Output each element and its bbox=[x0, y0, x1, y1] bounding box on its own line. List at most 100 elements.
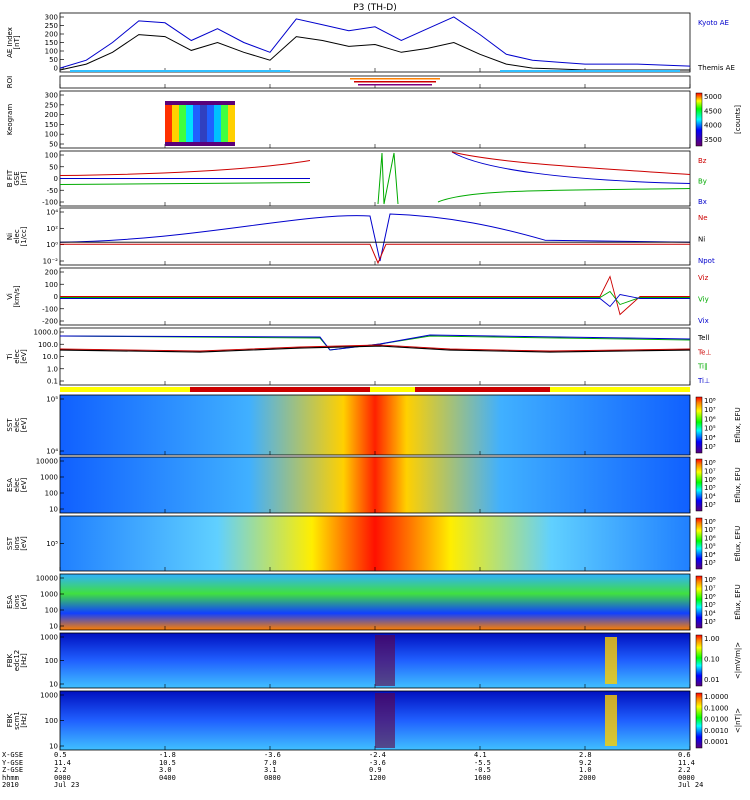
ylabel-bfit: B FIT bbox=[6, 169, 14, 187]
ytick-bfit: -100 bbox=[42, 199, 58, 207]
ylabel-ni: elec bbox=[13, 229, 21, 244]
legend-bfit: By bbox=[698, 178, 707, 186]
ytick-ni: 10² bbox=[46, 225, 58, 233]
colorbar-tick-fbk_b: 0.0001 bbox=[704, 738, 729, 746]
legend-ni: Npot bbox=[698, 257, 715, 265]
colorbar-label-keogram: [counts] bbox=[734, 105, 742, 134]
ephemeris-value: 0.5 bbox=[54, 751, 67, 759]
ephemeris-column: -2.4 -3.6 0.9 1200 bbox=[369, 751, 386, 782]
colorbar-tick-esa_i: 10⁷ bbox=[704, 584, 716, 592]
panel-roi: ROI bbox=[6, 75, 691, 89]
status-bar-segment bbox=[190, 387, 370, 392]
ytick-keogram: 250 bbox=[45, 101, 58, 109]
colorbar-tick-esa_i: 10⁸ bbox=[704, 576, 716, 584]
ylabel-roi: ROI bbox=[6, 76, 14, 88]
ephemeris-value: 3.1 bbox=[264, 766, 277, 775]
ytick-sst_i: 10⁵ bbox=[46, 540, 58, 548]
colorbar-tick-sst_e: 10⁶ bbox=[704, 415, 716, 423]
ytick-ni: 10⁰ bbox=[46, 241, 58, 249]
ephemeris-value: 2.2 bbox=[54, 766, 67, 775]
ylabel-sst_e: SST bbox=[6, 418, 14, 432]
ephemeris-value: -3.6 bbox=[264, 751, 281, 759]
ephemeris-row-label: Y-GSE bbox=[2, 758, 24, 767]
ytick-ae: 0 bbox=[54, 65, 58, 73]
bfit-line bbox=[377, 152, 399, 205]
ytick-vi: 100 bbox=[45, 281, 58, 289]
keogram-image bbox=[165, 101, 235, 146]
ytick-keogram: 100 bbox=[45, 131, 58, 139]
ytick-keogram: 300 bbox=[45, 92, 58, 100]
legend-ti: Ti∥ bbox=[697, 363, 708, 371]
colorbar-tick-keogram: 4500 bbox=[704, 107, 722, 115]
ylabel-bfit: [nT] bbox=[20, 171, 28, 185]
ylabel-esa_e: [eV] bbox=[20, 477, 28, 492]
legend-ni: Ne bbox=[698, 214, 708, 222]
colorbar-tick-esa_i: 10³ bbox=[704, 618, 716, 626]
colorbar-tick-sst_i: 10⁴ bbox=[704, 551, 716, 559]
legend-ti: Te⊥ bbox=[697, 348, 712, 356]
vi-line bbox=[60, 294, 690, 308]
ytick-sst_e: 10⁴ bbox=[46, 448, 58, 456]
ytick-ae: 250 bbox=[45, 22, 58, 30]
ytick-fbk_b: 1000 bbox=[40, 692, 58, 700]
legend-vi: Viy bbox=[698, 296, 709, 304]
ytick-esa_i: 10 bbox=[49, 623, 58, 631]
ephemeris-value: 0000 bbox=[678, 773, 695, 782]
ytick-bfit: -50 bbox=[47, 187, 58, 195]
ytick-ti: 1000.0 bbox=[34, 329, 59, 337]
legend-ae: Themis AE bbox=[697, 64, 735, 72]
legend-vi: Vix bbox=[698, 317, 709, 325]
ephemeris-row-label: hhmm bbox=[2, 773, 19, 782]
colorbar-label-fbk_e: <|mV/m|> bbox=[734, 642, 742, 679]
ephemeris-value: -1.8 bbox=[159, 751, 176, 759]
colorbar-tick-keogram: 3500 bbox=[704, 136, 722, 144]
ytick-ti: 1.0 bbox=[47, 365, 58, 373]
ytick-ae: 300 bbox=[45, 14, 58, 22]
ytick-ae: 100 bbox=[45, 48, 58, 56]
ytick-fbk_b: 100 bbox=[45, 717, 58, 725]
colorbar-tick-sst_i: 10⁷ bbox=[704, 526, 716, 534]
ytick-ti: 0.1 bbox=[47, 378, 58, 386]
roi-bar bbox=[354, 81, 436, 83]
ytick-esa_e: 1000 bbox=[40, 474, 58, 482]
colorbar-sst_e bbox=[695, 396, 703, 454]
ytick-vi: 0 bbox=[54, 293, 58, 301]
fbk-feature bbox=[605, 695, 617, 746]
panel-fbk_b: FBK scm1 [Hz] 1000 100 10 1.0000 0.1000 0.0100 0.… bbox=[6, 690, 742, 751]
ytick-keogram: 150 bbox=[45, 121, 58, 129]
legend-ti: Ti⊥ bbox=[697, 377, 710, 385]
ylabel-fbk_e: FBK bbox=[6, 653, 14, 667]
ylabel-esa_i: ions bbox=[13, 594, 21, 609]
vi-line bbox=[60, 290, 690, 306]
ephemeris-value: 2.8 bbox=[579, 751, 592, 759]
colorbar-keogram bbox=[695, 92, 703, 147]
legend-ae: Kyoto AE bbox=[698, 19, 729, 27]
colorbar-tick-esa_i: 10⁶ bbox=[704, 593, 716, 601]
ephemeris-value: Jul 24 bbox=[678, 781, 704, 790]
ephemeris-value: 3.0 bbox=[159, 766, 172, 775]
roi-bar bbox=[350, 78, 440, 80]
ephemeris-value: -5.5 bbox=[474, 758, 491, 767]
colorbar-sst_i bbox=[695, 517, 703, 570]
fbk-feature bbox=[375, 635, 395, 686]
ytick-ni: 10⁴ bbox=[46, 209, 58, 217]
colorbar-label-sst_i: Eflux, EFU bbox=[734, 526, 742, 561]
ephemeris-column: 4.1 -5.5 -0.5 1600 bbox=[474, 751, 491, 782]
ylabel-fbk_e: edc12 bbox=[13, 650, 21, 672]
ytick-keogram: 50 bbox=[49, 141, 58, 149]
ephemeris-value: 7.0 bbox=[264, 758, 277, 767]
ytick-esa_e: 10 bbox=[49, 506, 58, 514]
ephemeris-value: 11.4 bbox=[54, 758, 71, 767]
ytick-bfit: 100 bbox=[45, 152, 58, 160]
ephemeris-column: 0.5 11.4 2.2 0000 Jul 23 bbox=[54, 751, 79, 790]
ylabel-ni: Ni bbox=[6, 233, 14, 240]
colorbar-label-esa_e: Eflux, EFU bbox=[734, 467, 742, 502]
roi-bar bbox=[358, 84, 432, 86]
panel-fbk_e: FBK edc12 [Hz] 1000 100 10 1.00 0.10 0.01 <|mV/m|… bbox=[6, 632, 742, 689]
colorbar-tick-esa_e: 10³ bbox=[704, 501, 716, 509]
ephemeris-value: 2.2 bbox=[678, 766, 691, 775]
ae-series-0 bbox=[59, 16, 691, 69]
